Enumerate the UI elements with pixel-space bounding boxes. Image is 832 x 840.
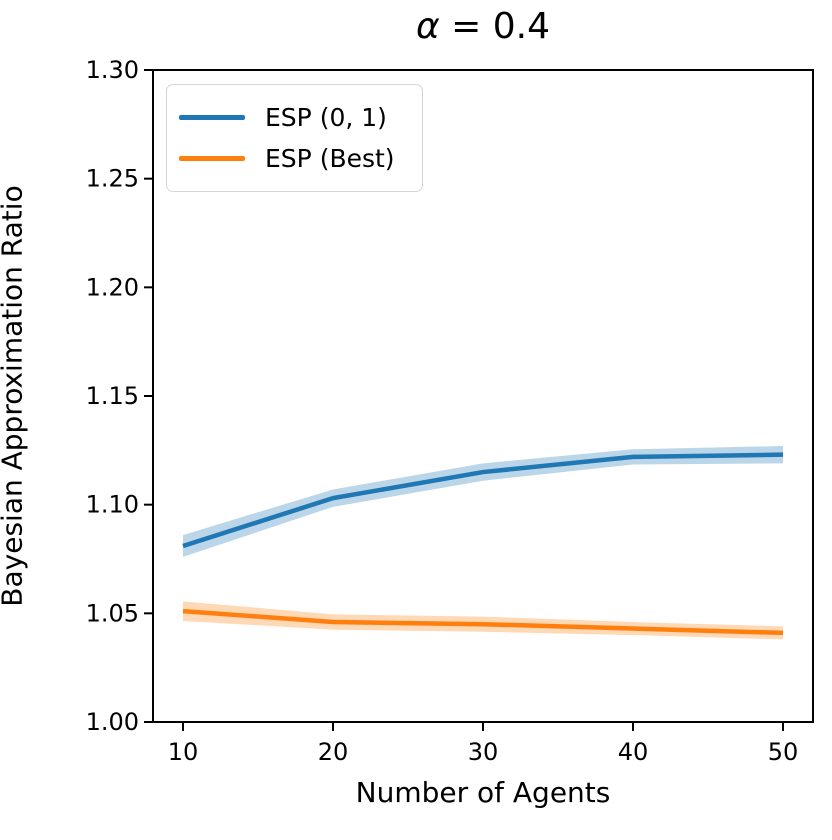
y-tick-label: 1.25: [86, 165, 139, 193]
chart-title-rest: = 0.4: [439, 6, 551, 47]
confidence-band: [183, 601, 783, 640]
y-tick-label: 1.00: [86, 708, 139, 736]
y-tick-label: 1.15: [86, 382, 139, 410]
x-tick-label: 50: [768, 738, 799, 766]
y-tick-label: 1.05: [86, 599, 139, 627]
x-tick-label: 30: [468, 738, 499, 766]
confidence-band: [183, 445, 783, 557]
x-tick-label: 10: [168, 738, 199, 766]
y-axis-label-text: Bayesian Approximation Ratio: [0, 185, 29, 607]
series-line: [182, 608, 784, 636]
x-axis-label: Number of Agents: [355, 776, 611, 809]
series-line: [182, 452, 784, 549]
legend: ESP (0, 1) ESP (Best): [166, 84, 423, 192]
x-tick-label: 20: [318, 738, 349, 766]
legend-label: ESP (Best): [265, 144, 395, 173]
legend-entry-esp-01: ESP (0, 1): [179, 97, 408, 138]
x-tick-label: 40: [618, 738, 649, 766]
y-tick-label: 1.30: [86, 56, 139, 84]
y-tick-label: 1.20: [86, 273, 139, 301]
chart-title-symbol: α: [415, 6, 440, 47]
chart-title: α = 0.4: [153, 6, 813, 47]
legend-line-sample-blue: [179, 115, 245, 120]
legend-line-sample-orange: [179, 156, 245, 161]
legend-entry-esp-best: ESP (Best): [179, 138, 408, 179]
legend-label: ESP (0, 1): [265, 103, 387, 132]
y-tick-label: 1.10: [86, 491, 139, 519]
